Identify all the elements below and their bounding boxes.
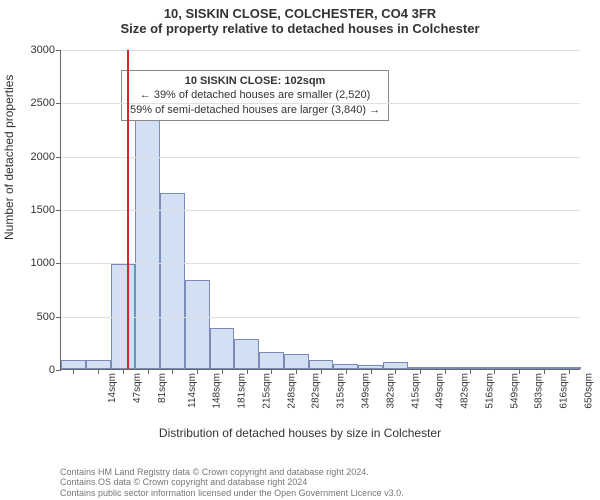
x-tick-mark <box>98 369 99 374</box>
histogram-bar <box>86 360 111 369</box>
x-tick-label: 382sqm <box>385 373 396 409</box>
x-tick-label: 349sqm <box>361 373 372 409</box>
y-tick-label: 2500 <box>31 97 61 109</box>
y-axis-label: Number of detached properties <box>2 75 16 240</box>
x-tick-mark <box>395 369 396 374</box>
gridline <box>61 103 580 104</box>
x-tick-label: 248sqm <box>286 373 297 409</box>
annotation-line-2: ← 39% of detached houses are smaller (2,… <box>130 88 380 102</box>
x-axis-label: Distribution of detached houses by size … <box>0 426 600 440</box>
x-tick-mark <box>271 369 272 374</box>
page-title-sub: Size of property relative to detached ho… <box>0 21 600 36</box>
x-tick-mark <box>148 369 149 374</box>
x-tick-label: 282sqm <box>311 373 322 409</box>
gridline <box>61 50 580 51</box>
x-tick-mark <box>346 369 347 374</box>
x-tick-label: 47sqm <box>132 373 143 403</box>
gridline <box>61 317 580 318</box>
annotation-line-1: 10 SISKIN CLOSE: 102sqm <box>130 74 380 88</box>
histogram-bar <box>135 108 160 369</box>
y-tick-label: 3000 <box>31 44 61 56</box>
footer-line-2: Contains OS data © Crown copyright and d… <box>60 477 600 487</box>
chart-plot-area: 10 SISKIN CLOSE: 102sqm ← 39% of detache… <box>60 50 580 370</box>
x-tick-mark <box>296 369 297 374</box>
gridline <box>61 157 580 158</box>
annotation-box: 10 SISKIN CLOSE: 102sqm ← 39% of detache… <box>121 70 389 121</box>
x-tick-mark <box>123 369 124 374</box>
histogram-bar <box>284 354 309 369</box>
footer-line-3: Contains public sector information licen… <box>60 488 600 498</box>
histogram-bar <box>383 362 408 369</box>
chart-footer: Contains HM Land Registry data © Crown c… <box>0 467 600 498</box>
x-tick-mark <box>222 369 223 374</box>
x-tick-mark <box>445 369 446 374</box>
x-tick-mark <box>197 369 198 374</box>
gridline <box>61 210 580 211</box>
histogram-bar <box>210 328 235 369</box>
x-tick-label: 215sqm <box>262 373 273 409</box>
y-tick-label: 0 <box>49 364 61 376</box>
y-tick-label: 2000 <box>31 151 61 163</box>
x-tick-label: 449sqm <box>435 373 446 409</box>
x-tick-label: 482sqm <box>460 373 471 409</box>
gridline <box>61 263 580 264</box>
x-tick-mark <box>321 369 322 374</box>
x-tick-label: 114sqm <box>187 373 198 408</box>
property-marker-line <box>127 50 129 369</box>
x-tick-label: 415sqm <box>410 373 421 409</box>
histogram-bar <box>61 360 86 369</box>
x-tick-mark <box>519 369 520 374</box>
x-tick-label: 14sqm <box>107 373 118 403</box>
histogram-bar <box>185 280 210 369</box>
x-tick-mark <box>544 369 545 374</box>
x-tick-mark <box>73 369 74 374</box>
x-tick-mark <box>371 369 372 374</box>
x-tick-mark <box>247 369 248 374</box>
y-tick-label: 1000 <box>31 257 61 269</box>
histogram-bar <box>234 339 259 369</box>
y-tick-label: 500 <box>37 311 61 323</box>
x-tick-mark <box>470 369 471 374</box>
x-tick-mark <box>494 369 495 374</box>
histogram-bar <box>259 352 284 369</box>
annotation-line-3: 59% of semi-detached houses are larger (… <box>130 103 380 117</box>
x-tick-label: 516sqm <box>484 373 495 409</box>
x-tick-label: 549sqm <box>509 373 520 409</box>
footer-line-1: Contains HM Land Registry data © Crown c… <box>60 467 600 477</box>
x-tick-mark <box>420 369 421 374</box>
x-tick-label: 315sqm <box>336 373 347 409</box>
x-tick-mark <box>569 369 570 374</box>
x-tick-label: 181sqm <box>237 373 248 409</box>
page-title-address: 10, SISKIN CLOSE, COLCHESTER, CO4 3FR <box>0 0 600 21</box>
x-tick-mark <box>172 369 173 374</box>
x-tick-label: 148sqm <box>212 373 223 409</box>
x-tick-label: 650sqm <box>583 373 594 409</box>
x-tick-label: 583sqm <box>534 373 545 409</box>
x-tick-label: 616sqm <box>559 373 570 409</box>
histogram-bar <box>160 193 185 369</box>
histogram-bar <box>309 360 334 369</box>
y-tick-label: 1500 <box>31 204 61 216</box>
x-tick-label: 81sqm <box>157 373 168 403</box>
